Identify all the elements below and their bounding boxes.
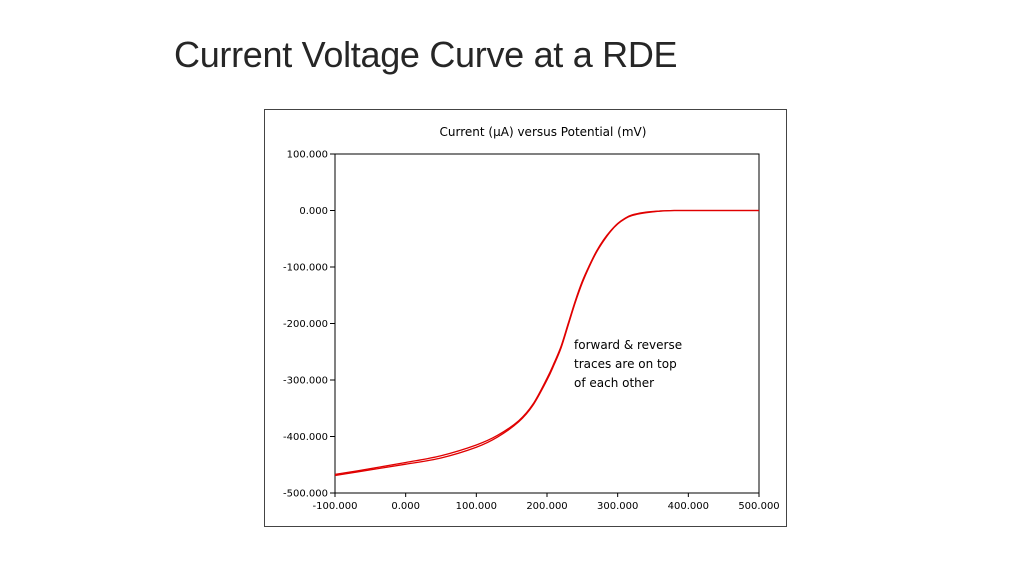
y-tick-label: 100.000 [287, 150, 328, 161]
forward-trace-line [334, 209, 759, 475]
x-tick-label: 400.000 [668, 501, 709, 512]
annotation-line: forward & reverse [574, 338, 682, 352]
y-axis: 100.000 0.000 -100.000 -200.000 -300.000 -400… [283, 150, 335, 500]
annotation-line: of each other [574, 376, 654, 390]
x-tick-label: -100.000 [313, 501, 358, 512]
x-tick-label: 300.000 [597, 501, 638, 512]
y-tick-label: -100.000 [283, 263, 328, 274]
x-tick-label: 0.000 [391, 501, 420, 512]
y-tick-label: -500.000 [283, 489, 328, 500]
chart-annotation: forward & reverse traces are on top of eac… [574, 338, 682, 390]
iv-curve-chart: Current (µA) versus Potential (mV) 100.0… [283, 125, 780, 512]
y-tick-label: -200.000 [283, 319, 328, 330]
plot-area [334, 153, 760, 494]
y-tick-label: -300.000 [283, 376, 328, 387]
slide-title: Current Voltage Curve at a RDE [174, 34, 678, 75]
chart-frame: Current (µA) versus Potential (mV) 100.0… [264, 109, 787, 527]
y-tick-label: -400.000 [283, 432, 328, 443]
x-axis: -100.000 0.000 100.000 200.000 300.000 400.00… [313, 493, 780, 512]
x-tick-label: 200.000 [526, 501, 567, 512]
x-tick-label: 100.000 [456, 501, 497, 512]
chart-title: Current (µA) versus Potential (mV) [440, 125, 647, 139]
series-group [334, 209, 759, 477]
annotation-line: traces are on top [574, 357, 677, 371]
reverse-trace-line [334, 209, 759, 477]
y-tick-label: 0.000 [299, 206, 328, 217]
x-tick-label: 500.000 [738, 501, 779, 512]
